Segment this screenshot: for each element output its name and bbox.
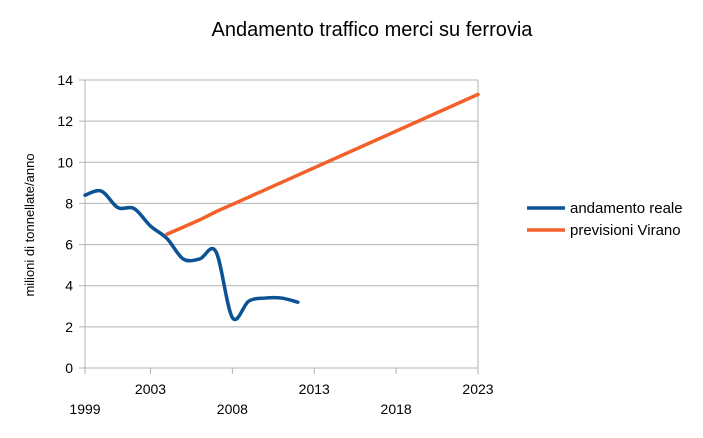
x-tick-label: 2008 <box>217 401 248 417</box>
x-tick-label: 2023 <box>462 381 493 397</box>
y-tick-label: 14 <box>57 72 73 88</box>
x-tick-label: 1999 <box>69 401 100 417</box>
y-tick-label: 0 <box>65 360 73 376</box>
y-tick-label: 12 <box>57 113 73 129</box>
chart-title: Andamento traffico merci su ferrovia <box>212 19 534 41</box>
legend: andamento reale previsioni Virano <box>527 200 683 239</box>
legend-label: previsioni Virano <box>570 222 681 239</box>
series <box>83 92 480 322</box>
legend-label: andamento reale <box>570 200 683 217</box>
x-tick-label: 2013 <box>299 381 330 397</box>
y-tick-label: 10 <box>57 154 73 170</box>
y-tick-label: 6 <box>65 237 73 253</box>
x-tick-label: 2003 <box>135 381 166 397</box>
series-line-previsioni-virano <box>165 92 480 237</box>
y-tick-label: 2 <box>65 319 73 335</box>
x-tick-labels: 1999 2003 2008 2013 2018 2023 <box>69 381 493 417</box>
y-tick-labels: 0 2 4 6 8 10 12 14 <box>57 72 73 376</box>
series-line-andamento-reale <box>83 188 300 322</box>
grid <box>79 79 478 369</box>
y-tick-label: 4 <box>65 278 73 294</box>
y-tick-label: 8 <box>65 195 73 211</box>
axes <box>84 80 479 374</box>
y-axis-label: milioni di tonnellate/anno <box>22 153 37 296</box>
x-tick-label: 2018 <box>381 401 412 417</box>
